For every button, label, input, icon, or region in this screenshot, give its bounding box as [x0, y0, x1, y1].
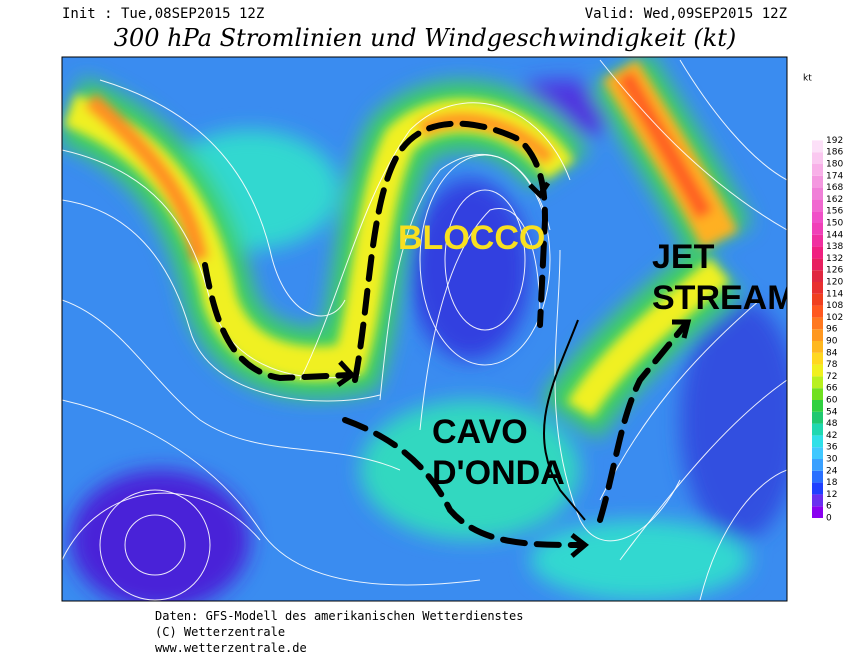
valid-time: Valid: Wed,09SEP2015 12Z [585, 6, 787, 22]
colorbar-label: 126 [826, 266, 843, 276]
colorbar-label: 36 [826, 443, 838, 453]
colorbar-swatch [812, 282, 823, 294]
analysis-arrows [202, 120, 692, 558]
colorbar-label: 6 [826, 502, 832, 512]
colorbar-label: 120 [826, 278, 843, 288]
colorbar-label: 84 [826, 348, 838, 358]
init-time: Init : Tue,08SEP2015 12Z [62, 6, 264, 22]
colorbar-label: 66 [826, 384, 838, 394]
colorbar-label: 180 [826, 160, 843, 170]
colorbar-label: 150 [826, 219, 843, 229]
colorbar-label: 168 [826, 183, 843, 193]
annotation-cavo: CAVO [432, 413, 528, 451]
colorbar-swatch [812, 258, 823, 271]
footer-line: www.wetterzentrale.de [155, 641, 307, 655]
footer-line: Daten: GFS-Modell des amerikanischen Wet… [155, 609, 523, 623]
map-frame [61, 56, 788, 602]
colorbar-swatch [812, 329, 823, 341]
colorbar-swatch [812, 435, 823, 448]
colorbar-swatch [812, 175, 823, 188]
colorbar-label: 108 [826, 301, 843, 311]
colorbar-swatch [812, 234, 823, 247]
colorbar-swatch [812, 211, 823, 223]
colorbar-swatch [812, 164, 823, 176]
colorbar-label: 156 [826, 207, 843, 217]
map-title: 300 hPa Stromlinien und Windgeschwindigk… [114, 24, 737, 52]
colorbar-label: 18 [826, 478, 838, 488]
colorbar-swatch [812, 246, 823, 259]
colorbar-label: 186 [826, 148, 843, 158]
colorbar-label: 48 [826, 419, 838, 429]
colorbar-label: 54 [826, 407, 838, 417]
colorbar-label: 174 [826, 171, 843, 181]
colorbar-label: 72 [826, 372, 837, 382]
colorbar-label: 0 [826, 514, 832, 524]
colorbar-swatch [812, 293, 823, 306]
colorbar-swatch [812, 376, 823, 389]
colorbar-swatch [812, 447, 823, 459]
colorbar-swatch [812, 199, 823, 212]
annotation-blocco: BLOCCO [398, 219, 545, 257]
colorbar-swatch [812, 411, 823, 424]
colorbar-label: 138 [826, 242, 843, 252]
colorbar-swatch [812, 364, 823, 377]
colorbar-swatch [812, 352, 823, 365]
colorbar-swatch [812, 482, 823, 495]
colorbar-label: 102 [826, 313, 843, 323]
colorbar-label: 42 [826, 431, 837, 441]
colorbar-swatch [812, 400, 823, 412]
colorbar-label: 192 [826, 136, 843, 146]
colorbar-swatch [812, 152, 823, 164]
colorbar-label: 96 [826, 325, 838, 335]
colorbar-swatch [812, 140, 823, 153]
colorbar-swatch [812, 388, 823, 400]
colorbar-swatch [812, 317, 823, 330]
colorbar-swatch [812, 506, 823, 518]
streamlines [62, 59, 787, 601]
annotation-jet: JET [652, 238, 715, 276]
colorbar-label: 90 [826, 337, 838, 347]
annotation-onda: D'ONDA [432, 454, 565, 492]
colorbar-unit: kt [803, 74, 812, 84]
colorbar-swatch [812, 270, 823, 282]
colorbar-label: 30 [826, 455, 838, 465]
colorbar-label: 24 [826, 466, 838, 476]
colorbar-label: 144 [826, 230, 843, 240]
colorbar-label: 60 [826, 396, 838, 406]
footer-line: (C) Wetterzentrale [155, 625, 285, 639]
annotation-stream: STREAM [652, 279, 796, 317]
colorbar-label: 162 [826, 195, 843, 205]
colorbar-swatch [812, 494, 823, 507]
colorbar-swatch [812, 341, 823, 353]
colorbar-swatch [812, 305, 823, 318]
colorbar-label: 132 [826, 254, 843, 264]
colorbar-swatch [812, 187, 823, 200]
colorbar-swatch [812, 459, 823, 471]
colorbar-label: 12 [826, 490, 837, 500]
colorbar-label: 78 [826, 360, 838, 370]
colorbar-swatch [812, 223, 823, 235]
colorbar-label: 114 [826, 289, 843, 299]
colorbar-swatch [812, 423, 823, 436]
colorbar-swatch [812, 470, 823, 483]
map: BLOCCO JET STREAM CAVO D'ONDA [62, 57, 796, 601]
